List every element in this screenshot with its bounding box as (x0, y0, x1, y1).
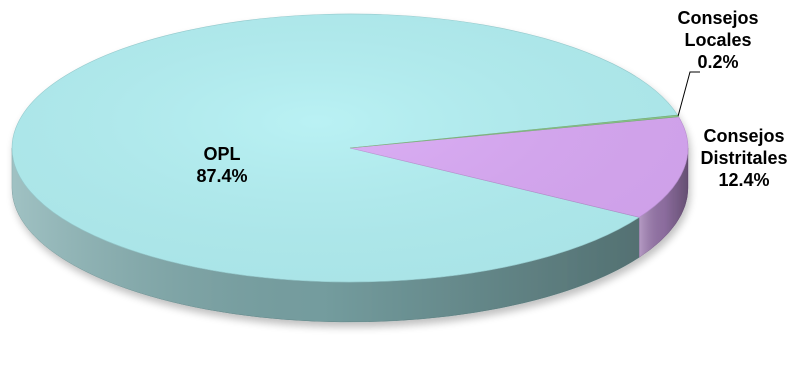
pie-label-line: OPL (203, 144, 240, 164)
pie-label-opl: OPL 87.4% (196, 144, 247, 186)
pie-label-line: Consejos (677, 8, 758, 28)
pie-label-line: 0.2% (697, 52, 738, 72)
pie-top-shading (12, 14, 688, 282)
pie-label-consejos-locales: Consejos Locales 0.2% (677, 8, 758, 72)
pie-side-shading (639, 148, 688, 258)
pie-label-line: Consejos (703, 126, 784, 146)
pie-label-line: Locales (684, 30, 751, 50)
leader-line-consejos-locales (677, 71, 700, 117)
pie-side-shading (12, 148, 640, 322)
pie-label-line: Distritales (700, 148, 787, 168)
pie-label-line: 12.4% (718, 170, 769, 190)
pie-label-consejos-distritales: Consejos Distritales 12.4% (700, 126, 787, 190)
pie-label-line: 87.4% (196, 166, 247, 186)
